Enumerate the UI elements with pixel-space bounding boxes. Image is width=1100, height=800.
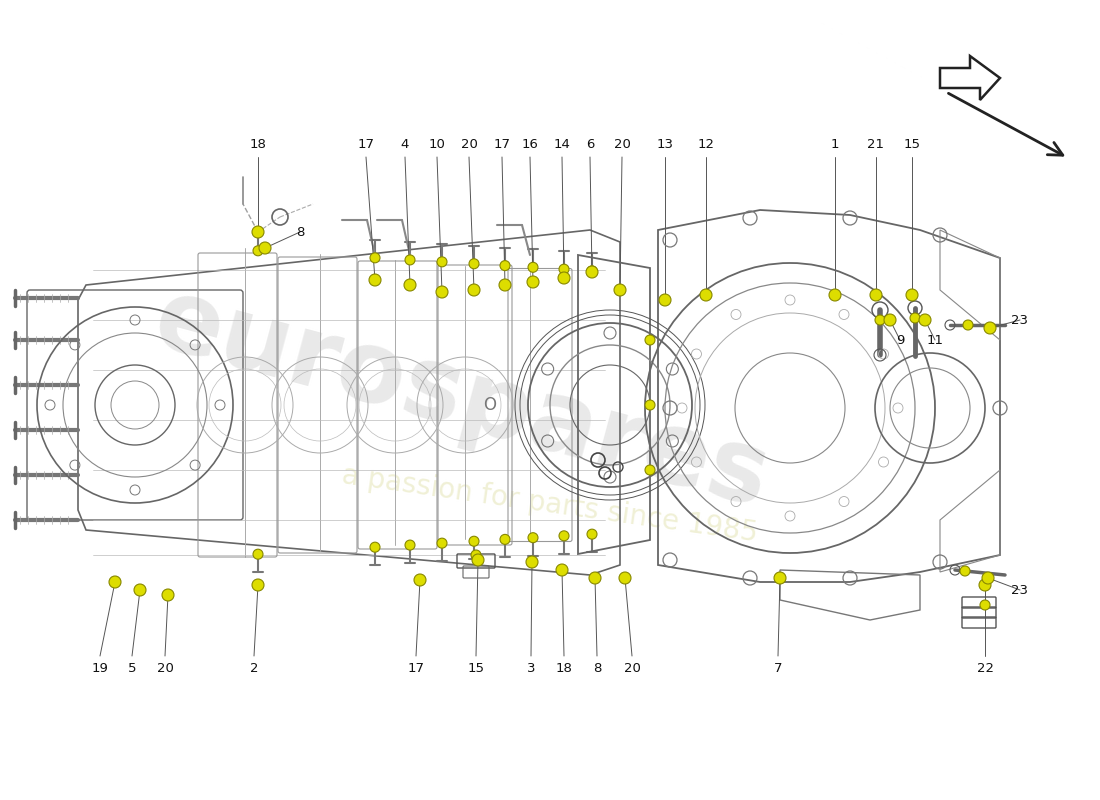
Circle shape [436, 286, 448, 298]
Circle shape [979, 579, 991, 591]
Circle shape [556, 564, 568, 576]
Text: 13: 13 [657, 138, 673, 151]
Circle shape [134, 584, 146, 596]
Circle shape [472, 554, 484, 566]
Circle shape [404, 279, 416, 291]
Text: 20: 20 [156, 662, 174, 674]
Text: 18: 18 [556, 662, 572, 674]
Circle shape [253, 246, 263, 256]
Text: 18: 18 [250, 138, 266, 151]
Circle shape [906, 289, 918, 301]
Circle shape [870, 289, 882, 301]
Circle shape [614, 284, 626, 296]
Text: 12: 12 [697, 138, 715, 151]
Text: O: O [484, 396, 496, 414]
Circle shape [982, 572, 994, 584]
Circle shape [559, 264, 569, 274]
Circle shape [258, 242, 271, 254]
Circle shape [135, 585, 145, 595]
Text: 20: 20 [461, 138, 477, 151]
Text: 7: 7 [773, 662, 782, 674]
Circle shape [645, 335, 654, 345]
Circle shape [252, 579, 264, 591]
Circle shape [910, 313, 920, 323]
Circle shape [984, 322, 996, 334]
Circle shape [528, 533, 538, 542]
Circle shape [370, 542, 379, 552]
Text: 6: 6 [586, 138, 594, 151]
Circle shape [619, 572, 631, 584]
Circle shape [527, 276, 539, 288]
Text: 16: 16 [521, 138, 538, 151]
Text: 10: 10 [429, 138, 446, 151]
Circle shape [980, 600, 990, 610]
Text: 11: 11 [926, 334, 944, 346]
Circle shape [587, 266, 597, 276]
Circle shape [559, 531, 569, 541]
Circle shape [370, 253, 379, 263]
Circle shape [500, 534, 510, 544]
Circle shape [405, 255, 415, 265]
Text: 5: 5 [128, 662, 136, 674]
Circle shape [962, 320, 974, 330]
Circle shape [500, 261, 510, 270]
Text: 4: 4 [400, 138, 409, 151]
Circle shape [528, 262, 538, 272]
Text: 14: 14 [553, 138, 571, 151]
Text: 15: 15 [468, 662, 484, 674]
Text: 2: 2 [250, 662, 258, 674]
Circle shape [829, 289, 842, 301]
Circle shape [368, 274, 381, 286]
Circle shape [405, 540, 415, 550]
Circle shape [162, 589, 174, 601]
Circle shape [471, 550, 481, 560]
Text: 8: 8 [593, 662, 602, 674]
Circle shape [587, 529, 597, 539]
Text: a passion for parts since 1985: a passion for parts since 1985 [340, 461, 760, 547]
Circle shape [499, 279, 512, 291]
Circle shape [588, 572, 601, 584]
Text: 20: 20 [624, 662, 640, 674]
Circle shape [700, 289, 712, 301]
Text: 23: 23 [1012, 583, 1028, 597]
Circle shape [526, 556, 538, 568]
Text: 17: 17 [407, 662, 425, 674]
Text: eurospares: eurospares [144, 271, 780, 529]
Circle shape [918, 314, 931, 326]
Circle shape [960, 566, 970, 576]
Text: 8: 8 [296, 226, 305, 238]
Circle shape [884, 314, 896, 326]
Circle shape [437, 257, 447, 267]
Circle shape [253, 550, 263, 559]
Circle shape [163, 590, 173, 600]
Circle shape [109, 576, 121, 588]
Text: 20: 20 [614, 138, 630, 151]
Text: 15: 15 [903, 138, 921, 151]
Circle shape [437, 538, 447, 548]
Circle shape [252, 226, 264, 238]
Text: 22: 22 [977, 662, 993, 674]
Text: 3: 3 [527, 662, 536, 674]
Circle shape [874, 315, 886, 325]
Circle shape [469, 536, 478, 546]
Text: 1: 1 [830, 138, 839, 151]
Circle shape [776, 573, 785, 583]
Text: 19: 19 [91, 662, 109, 674]
Text: 17: 17 [358, 138, 374, 151]
Circle shape [586, 266, 598, 278]
Circle shape [645, 400, 654, 410]
Text: 21: 21 [868, 138, 884, 151]
Circle shape [110, 577, 120, 587]
Text: 23: 23 [1012, 314, 1028, 326]
Circle shape [659, 294, 671, 306]
Text: 17: 17 [494, 138, 510, 151]
Circle shape [469, 258, 478, 269]
Text: 9: 9 [895, 334, 904, 346]
Circle shape [468, 284, 480, 296]
Circle shape [414, 574, 426, 586]
Circle shape [645, 465, 654, 475]
Circle shape [774, 572, 786, 584]
Circle shape [558, 272, 570, 284]
